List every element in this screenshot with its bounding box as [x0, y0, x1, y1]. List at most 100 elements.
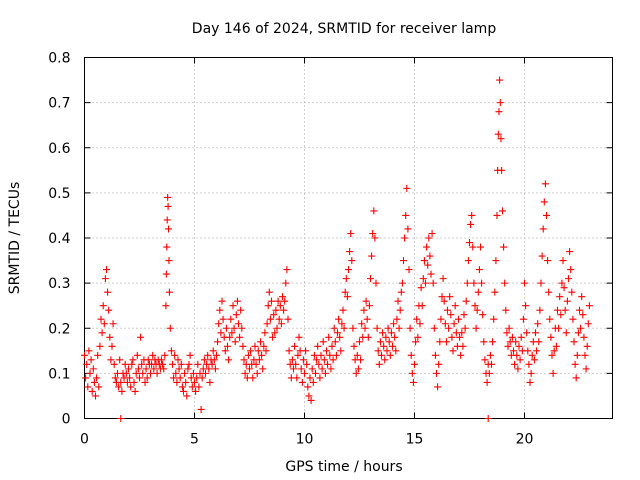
data-point: [363, 315, 371, 323]
data-point: [488, 360, 495, 368]
data-point: [372, 279, 380, 287]
data-point: [309, 378, 317, 386]
data-point: [563, 297, 571, 305]
data-point: [530, 356, 538, 364]
data-point: [461, 324, 469, 332]
data-point: [81, 351, 88, 359]
data-point: [334, 329, 341, 337]
data-point: [279, 293, 286, 301]
data-point: [541, 180, 549, 188]
x-axis-ticks: 0 5 10 15 20: [80, 57, 533, 448]
data-point: [348, 257, 356, 265]
data-point: [134, 365, 142, 373]
data-point: [284, 315, 292, 323]
data-point: [416, 320, 424, 328]
data-point: [230, 324, 238, 332]
data-point: [439, 275, 447, 283]
data-point: [436, 338, 444, 346]
data-point: [572, 374, 580, 382]
data-point: [362, 297, 370, 305]
data-point: [208, 360, 216, 368]
data-point: [153, 369, 161, 377]
data-point: [241, 369, 249, 377]
data-point: [578, 293, 586, 301]
data-point: [252, 360, 260, 368]
data-point: [173, 378, 181, 386]
data-point: [535, 338, 543, 346]
data-point: [451, 302, 459, 310]
data-point: [99, 302, 107, 310]
data-point: [502, 306, 510, 314]
data-point: [318, 365, 326, 373]
data-point: [500, 243, 508, 251]
data-point: [543, 211, 550, 219]
data-point: [213, 351, 220, 359]
data-point: [331, 338, 339, 346]
data-point: [466, 239, 473, 247]
data-point: [141, 378, 149, 386]
data-point: [345, 266, 352, 274]
x-tick-label: 0: [80, 432, 89, 448]
data-point: [194, 360, 202, 368]
data-point: [123, 378, 131, 386]
data-point: [342, 275, 350, 283]
x-tick-label: 10: [296, 432, 314, 448]
data-point: [282, 279, 290, 287]
x-axis-label: GPS time / hours: [285, 459, 402, 475]
data-point: [493, 211, 501, 219]
data-point: [290, 365, 297, 373]
data-point: [339, 306, 347, 314]
data-point: [264, 302, 272, 310]
data-point: [159, 360, 167, 368]
data-point: [192, 387, 200, 395]
data-point: [276, 302, 284, 310]
data-point: [558, 279, 566, 287]
data-point: [336, 333, 344, 341]
data-point: [444, 306, 451, 314]
data-point: [522, 302, 530, 310]
data-point: [528, 351, 536, 359]
data-point: [222, 324, 230, 332]
data-point: [557, 311, 565, 319]
data-point: [585, 302, 593, 310]
data-point: [532, 329, 539, 337]
data-point: [232, 311, 240, 319]
data-point: [85, 347, 93, 355]
data-point: [473, 306, 481, 314]
data-point: [314, 342, 322, 350]
data-point: [171, 351, 179, 359]
data-point: [460, 311, 468, 319]
data-point: [556, 293, 564, 301]
data-point: [110, 360, 118, 368]
data-point: [288, 356, 296, 364]
data-point: [297, 365, 305, 373]
data-point: [167, 347, 175, 355]
data-point: [129, 356, 137, 364]
data-point: [523, 329, 531, 337]
data-point: [390, 320, 398, 328]
data-point: [367, 275, 374, 283]
data-point: [375, 360, 383, 368]
data-point: [205, 365, 213, 373]
data-point: [186, 351, 194, 359]
data-point: [292, 360, 300, 368]
data-point: [217, 329, 225, 337]
data-point: [393, 315, 401, 323]
data-point: [87, 356, 95, 364]
data-point: [481, 356, 489, 364]
data-point: [172, 369, 180, 377]
data-point: [346, 248, 354, 256]
data-point: [283, 266, 291, 274]
data-point: [121, 360, 129, 368]
data-point: [538, 252, 546, 260]
data-point: [491, 288, 499, 296]
data-point: [265, 288, 273, 296]
data-point: [479, 311, 487, 319]
data-point: [486, 351, 494, 359]
data-point: [93, 374, 101, 382]
data-point: [573, 351, 581, 359]
data-point: [431, 351, 439, 359]
data-point: [408, 369, 416, 377]
data-point: [269, 333, 277, 341]
